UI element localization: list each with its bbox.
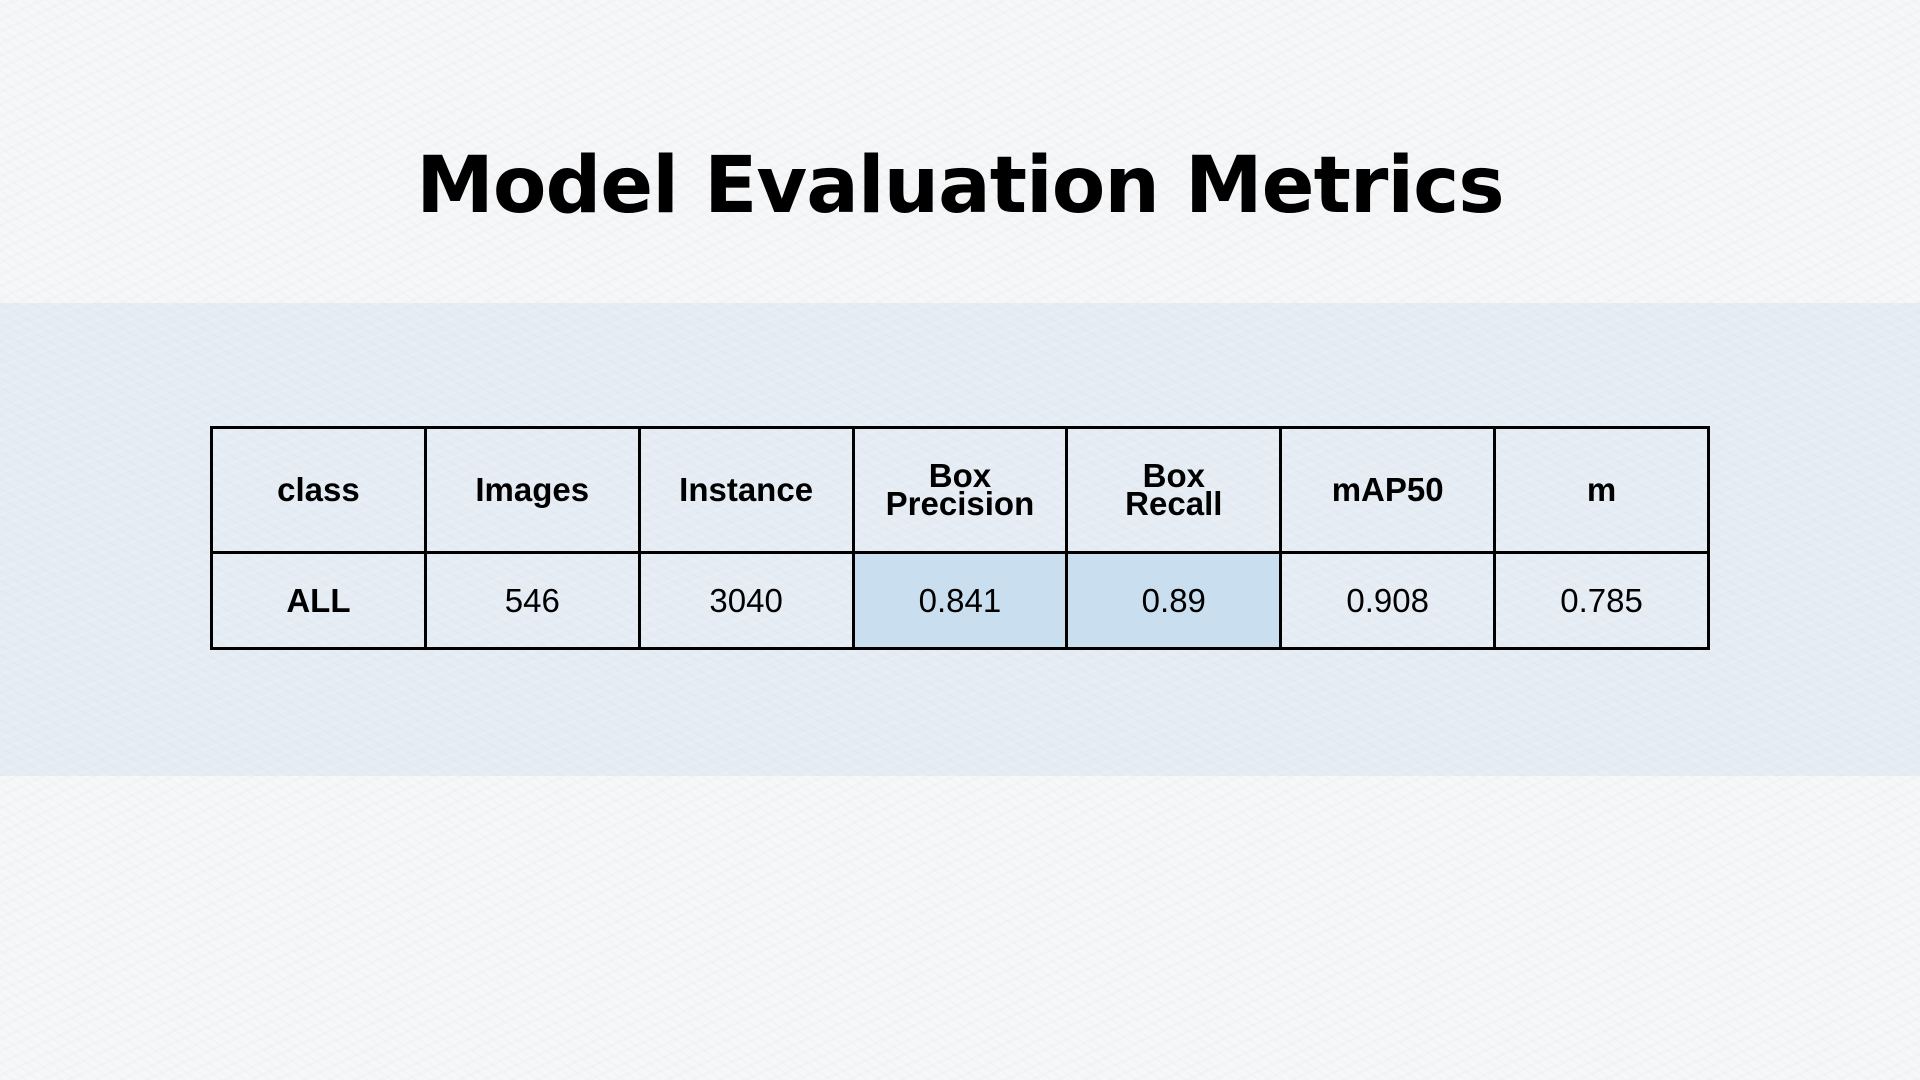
header-instance-label: Instance [679, 471, 814, 508]
cell-box-recall: 0.89 [1065, 551, 1283, 650]
slide-title: Model Evaluation Metrics [416, 141, 1504, 231]
cell-box-precision: 0.841 [851, 551, 1069, 650]
header-box-recall-line-1: Box [1142, 457, 1205, 494]
header-box-precision-line-2: Precision [885, 485, 1035, 522]
cell-images: 546 [423, 551, 641, 650]
cell-map50: 0.908 [1279, 551, 1497, 650]
header-class: class [210, 426, 427, 554]
header-instance: Instance [637, 426, 855, 554]
header-box-recall: Box Recall [1065, 426, 1283, 554]
table-header-row: class Images Instance Box Precision Box … [210, 426, 1710, 554]
header-images: Images [423, 426, 641, 554]
cell-instance: 3040 [637, 551, 855, 650]
header-box-precision: Box Precision [851, 426, 1069, 554]
header-m: m [1493, 426, 1710, 554]
header-m-label: m [1586, 471, 1617, 508]
header-map50-label: mAP50 [1331, 471, 1444, 508]
header-box-precision-line-1: Box [928, 457, 992, 494]
header-images-label: Images [475, 471, 590, 508]
cell-class: ALL [210, 551, 427, 650]
metrics-table: class Images Instance Box Precision Box … [210, 426, 1710, 650]
cell-m: 0.785 [1493, 551, 1710, 650]
header-box-recall-line-2: Recall [1125, 485, 1223, 522]
header-map50: mAP50 [1279, 426, 1497, 554]
header-class-label: class [277, 471, 360, 508]
table-row: ALL 546 3040 0.841 0.89 0.908 0.785 [210, 551, 1710, 650]
